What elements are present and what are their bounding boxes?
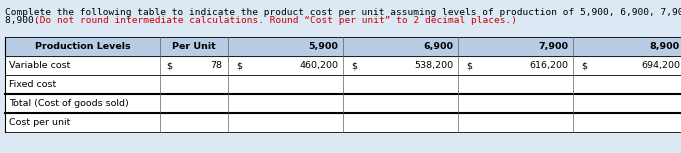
Text: Per Unit: Per Unit — [172, 42, 216, 51]
Text: Production Levels: Production Levels — [35, 42, 130, 51]
Text: Variable cost: Variable cost — [9, 61, 70, 70]
Text: $: $ — [236, 61, 242, 70]
Text: $: $ — [351, 61, 357, 70]
Text: 8,900.: 8,900. — [5, 16, 45, 25]
Text: Complete the following table to indicate the product cost per unit assuming leve: Complete the following table to indicate… — [5, 8, 681, 17]
Text: $: $ — [166, 61, 172, 70]
Bar — [0, 0, 681, 35]
Text: 6,900: 6,900 — [423, 42, 453, 51]
Text: $: $ — [581, 61, 587, 70]
Text: Cost per unit: Cost per unit — [9, 118, 70, 127]
Text: Fixed cost: Fixed cost — [9, 80, 57, 89]
Bar — [5, 37, 681, 132]
Text: 616,200: 616,200 — [529, 61, 568, 70]
Text: 538,200: 538,200 — [414, 61, 453, 70]
Text: Total (Cost of goods sold): Total (Cost of goods sold) — [9, 99, 129, 108]
Text: (Do not round intermediate calculations. Round “Cost per unit” to 2 decimal plac: (Do not round intermediate calculations.… — [33, 16, 517, 25]
Text: 78: 78 — [210, 61, 222, 70]
Text: 7,900: 7,900 — [538, 42, 568, 51]
Text: $: $ — [466, 61, 472, 70]
Bar — [5, 37, 681, 56]
Text: 460,200: 460,200 — [299, 61, 338, 70]
Text: 5,900: 5,900 — [308, 42, 338, 51]
Text: 8,900: 8,900 — [650, 42, 680, 51]
Text: 694,200: 694,200 — [641, 61, 680, 70]
